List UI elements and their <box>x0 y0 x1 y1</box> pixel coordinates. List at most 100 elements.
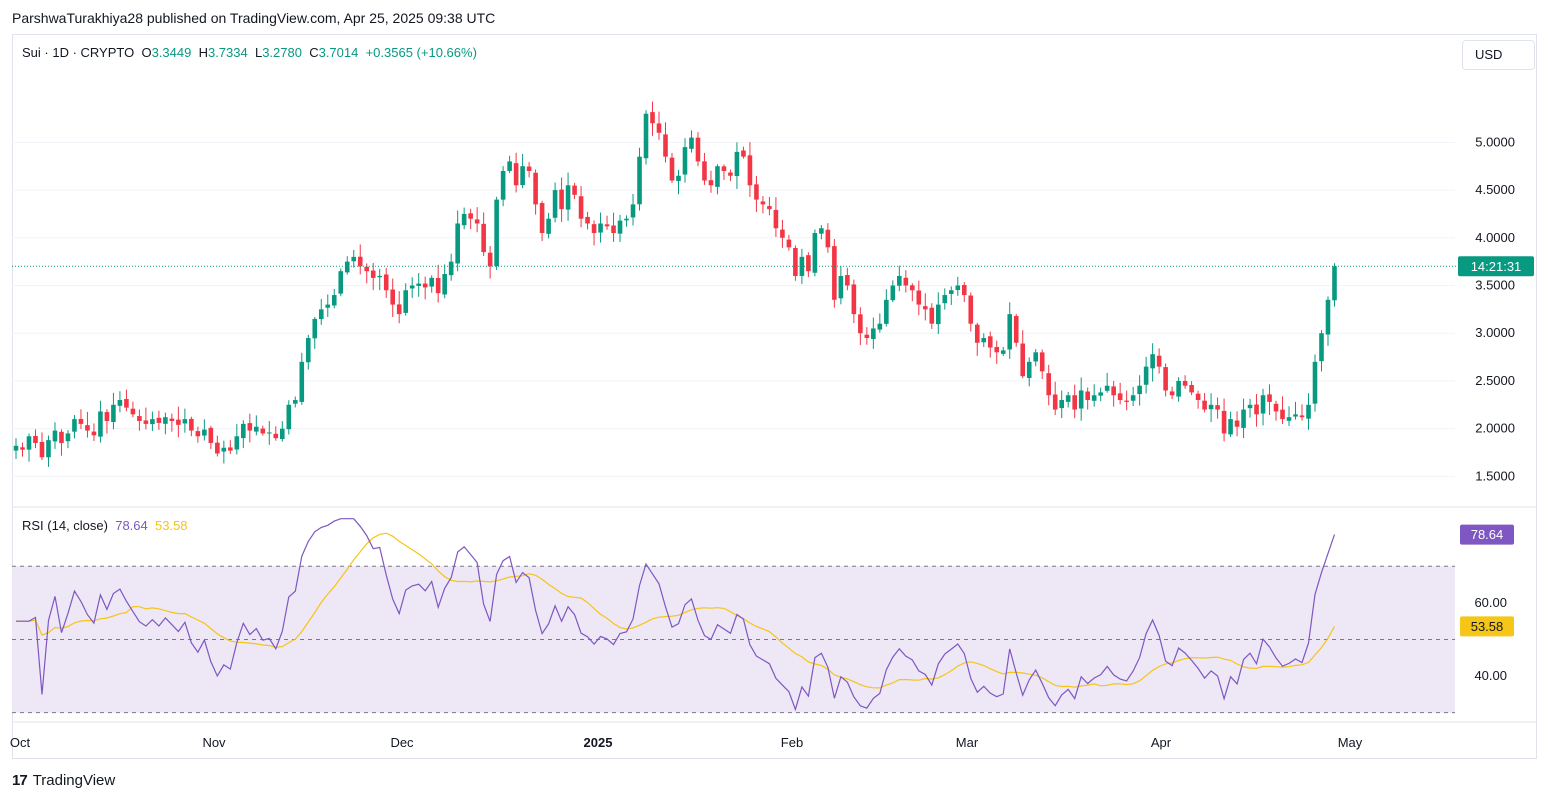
candle-body <box>754 184 759 200</box>
candle-body <box>526 166 532 171</box>
candle-body <box>305 337 311 363</box>
candle-body <box>195 431 201 437</box>
candle-body <box>1124 400 1129 402</box>
candle-body <box>429 277 434 287</box>
candle-body <box>344 261 350 273</box>
candle-body <box>1169 391 1175 396</box>
candle-body <box>871 328 876 340</box>
candle-body <box>500 170 506 200</box>
candle-body <box>130 408 136 415</box>
candle-body <box>1273 403 1279 412</box>
candle-body <box>1280 409 1285 420</box>
change-value: +0.3565 (+10.66%) <box>365 45 477 60</box>
candle-body <box>487 252 493 267</box>
candle-body <box>819 228 824 234</box>
candle-body <box>357 256 363 267</box>
rsi-legend: RSI (14, close) 78.64 53.58 <box>22 518 188 533</box>
candle-body <box>520 166 525 186</box>
candle-body <box>104 412 110 422</box>
candle-body <box>1130 395 1136 401</box>
candle-body <box>468 213 473 219</box>
candle-body <box>98 411 103 437</box>
time-tick-label: Dec <box>390 735 414 750</box>
candle-body <box>1208 404 1214 410</box>
time-axis[interactable]: Oct Nov Dec 2025 Feb Mar Apr May <box>10 735 1363 750</box>
candle-body <box>1026 361 1032 378</box>
candle-body <box>1117 393 1123 401</box>
price-tick-label: 3.5000 <box>1475 278 1515 293</box>
candle-body <box>1299 415 1305 418</box>
candle-body <box>793 247 798 276</box>
publisher-line: ParshwaTurakhiya28 published on TradingV… <box>12 10 496 26</box>
countdown-badge: 14:21:31 <box>1458 256 1534 277</box>
rsi-tick-label: 60.00 <box>1474 595 1507 610</box>
svg-text:53.58: 53.58 <box>1471 619 1504 634</box>
candles[interactable] <box>13 101 1337 467</box>
candle-body <box>1176 380 1181 397</box>
footer-brand[interactable]: 17 TradingView <box>12 772 115 789</box>
candle-body <box>111 404 116 423</box>
candle-body <box>578 196 584 219</box>
svg-text:14:21:31: 14:21:31 <box>1471 259 1522 274</box>
candle-body <box>279 428 285 440</box>
candle-body <box>176 419 181 425</box>
rsi-axis[interactable]: 60.00 40.00 <box>1474 595 1507 683</box>
candle-body <box>1065 395 1071 402</box>
candle-body <box>721 166 727 171</box>
candle-body <box>559 189 564 210</box>
candle-body <box>572 185 577 195</box>
candle-body <box>254 426 259 432</box>
time-tick-label: Feb <box>781 735 803 750</box>
candle-body <box>422 283 428 288</box>
candle-body <box>851 284 857 315</box>
candle-body <box>604 224 610 227</box>
candle-body <box>364 266 370 272</box>
candle-body <box>708 180 714 186</box>
currency-button[interactable]: USD <box>1462 40 1535 70</box>
ohlc-legend: Sui · 1D · CRYPTO O3.3449 H3.7334 L3.278… <box>22 45 477 60</box>
rsi-tick-label: 40.00 <box>1474 668 1507 683</box>
time-tick-label: Mar <box>956 735 979 750</box>
candle-body <box>663 134 668 157</box>
candle-body <box>942 295 948 304</box>
candle-body <box>630 204 636 218</box>
candle-body <box>643 113 649 159</box>
candle-body <box>338 271 344 294</box>
candle-body <box>260 428 266 434</box>
candle-body <box>715 166 720 187</box>
candle-body <box>1195 393 1201 401</box>
rsi-pane <box>12 518 1455 714</box>
candle-body <box>442 274 447 295</box>
high-value: 3.7334 <box>207 45 248 60</box>
candle-body <box>656 123 662 133</box>
candle-body <box>267 432 272 434</box>
rsi-ma-legend-value: 53.58 <box>155 518 188 533</box>
candle-body <box>923 306 928 310</box>
candle-body <box>91 431 97 436</box>
candle-body <box>390 289 396 305</box>
candle-body <box>1085 391 1090 401</box>
candle-body <box>773 209 779 229</box>
rsi-label[interactable]: RSI (14, close) <box>22 518 108 533</box>
candle-body <box>1247 404 1253 409</box>
candle-body <box>689 137 694 149</box>
candle-body <box>611 225 616 234</box>
candle-body <box>890 285 896 301</box>
candle-body <box>13 445 19 451</box>
candle-body <box>695 137 701 162</box>
price-axis[interactable]: 5.0000 4.5000 4.0000 3.5000 3.0000 2.5000 2.00… <box>1475 134 1515 483</box>
candle-body <box>137 416 142 422</box>
price-tick-label: 3.0000 <box>1475 325 1515 340</box>
candle-body <box>156 417 162 423</box>
candle-body <box>292 400 298 404</box>
candle-body <box>637 156 642 205</box>
candle-body <box>1319 333 1324 362</box>
rsi-badge: 78.64 <box>1460 524 1514 545</box>
candle-body <box>897 275 902 286</box>
candle-body <box>325 304 331 308</box>
candle-body <box>448 261 454 276</box>
candle-body <box>1143 366 1149 385</box>
symbol-label[interactable]: Sui · 1D · CRYPTO <box>22 45 135 60</box>
candle-body <box>228 447 233 451</box>
